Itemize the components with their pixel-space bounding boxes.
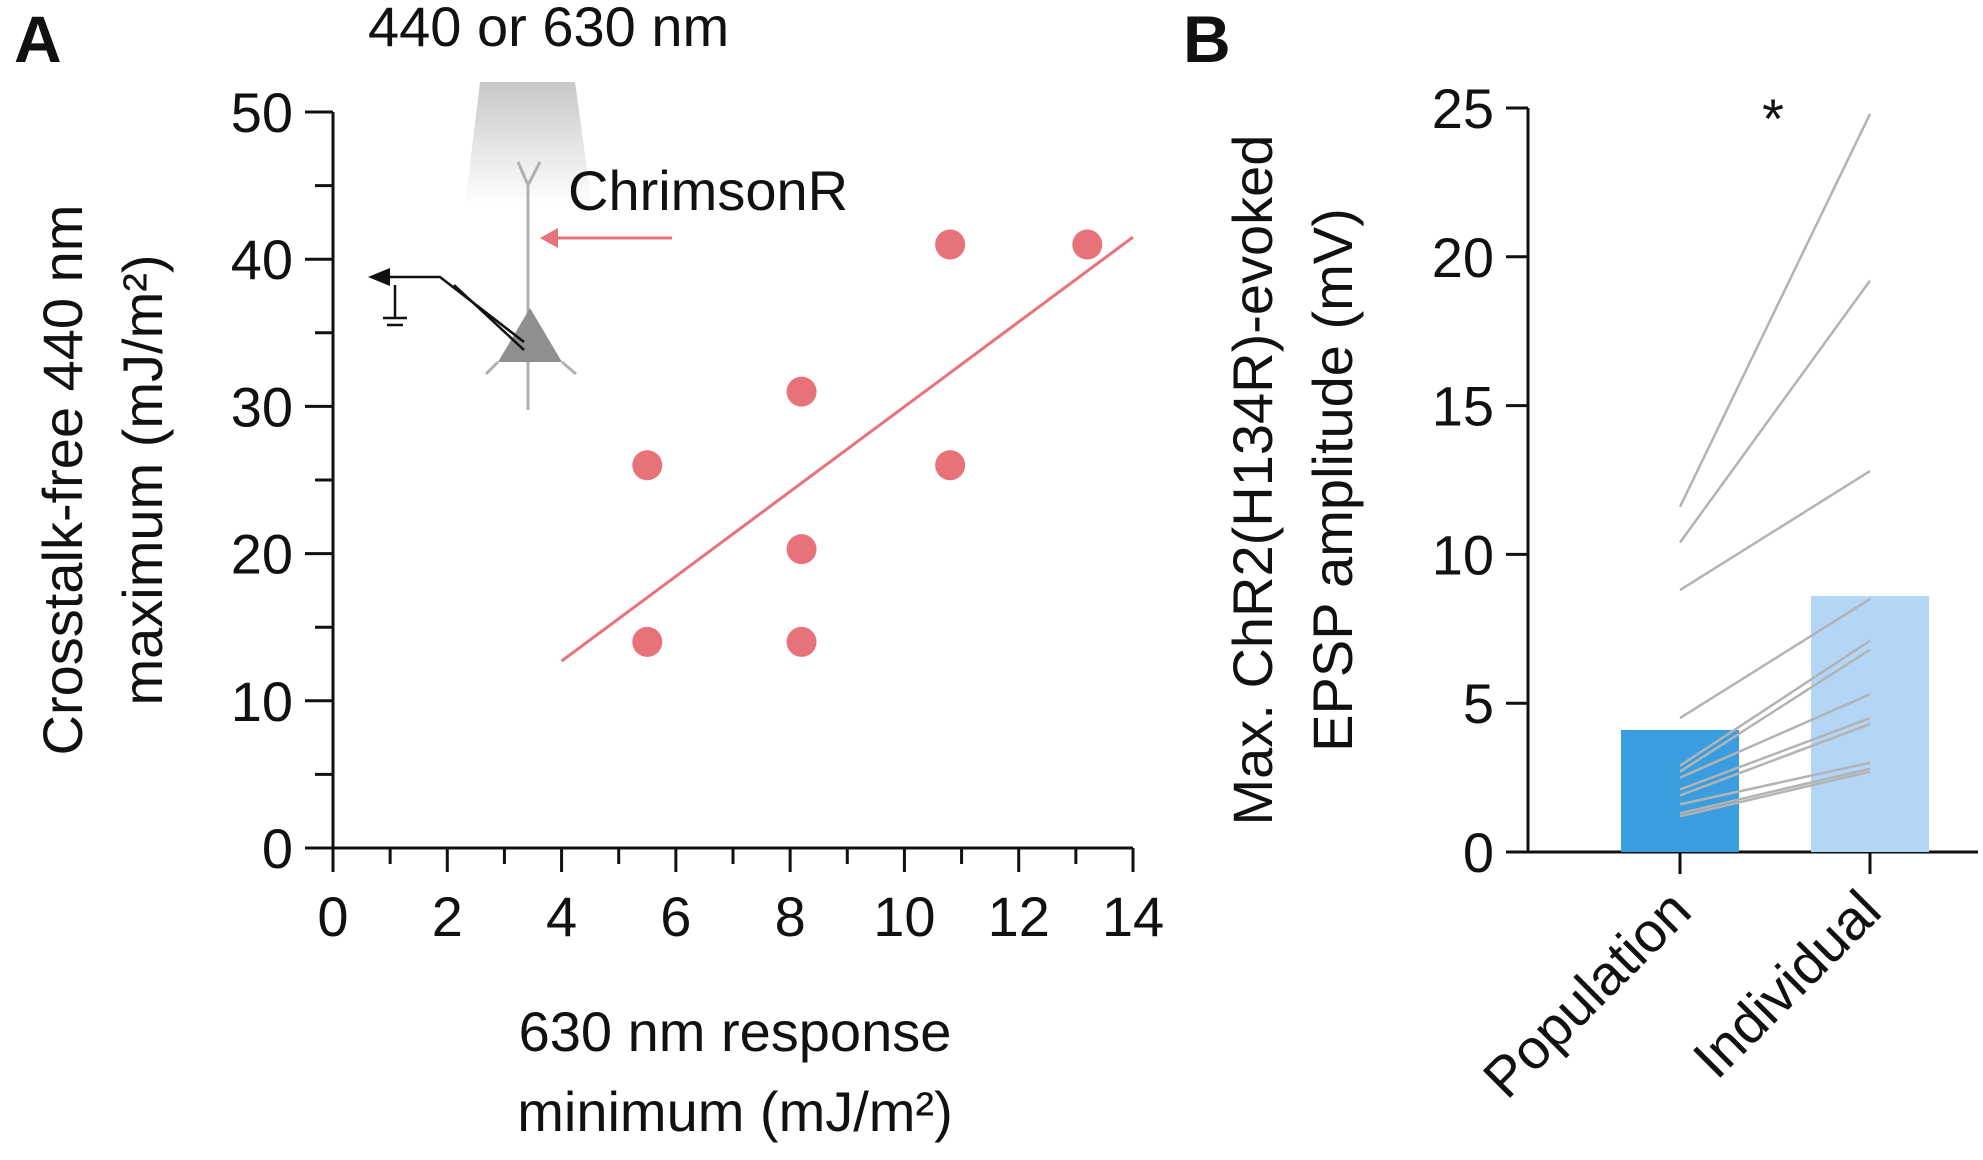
scatter-point [786,376,817,407]
dendrite-branch-left [516,161,530,186]
significance-marker: * [1762,87,1784,150]
paired-line [1679,716,1871,791]
b-y-tick-label: 15 [1432,375,1494,438]
a-x-tick-label: 14 [1102,885,1164,948]
scatter-points [632,229,1103,657]
b-y-axis-title-line2: EPSP amplitude (mV) [1301,208,1364,752]
paired-line [1679,722,1871,797]
b-y-ticks: 0 5 10 15 20 25 [1432,77,1528,884]
scatter-point [786,534,817,565]
paired-line [1679,639,1871,767]
paired-line [1679,470,1871,592]
a-y-axis-title-line1: Crosstalk-free 440 nm [31,205,94,756]
neuron-soma-icon [498,308,562,362]
synapse-terminal-icon [540,228,558,248]
basal-dendrite-left [484,360,500,376]
a-y-axis-title-line2: maximum (mJ/m²) [111,254,174,705]
scatter-point [632,626,663,657]
electrode-pipette-lower [453,284,525,351]
b-y-axis-title-line1: Max. ChR2(H134R)-evoked [1221,135,1284,826]
a-x-axis-title-line1: 630 nm response [519,1000,952,1063]
b-y-tick-label: 20 [1432,226,1494,289]
paired-line [1679,693,1871,779]
paired-line [1679,597,1871,720]
a-x-tick-label: 4 [546,885,577,948]
a-y-tick-label: 20 [231,523,293,586]
b-y-tick-label: 0 [1463,821,1494,884]
a-x-ticks: 0 2 4 6 8 10 12 14 [317,848,1164,948]
paired-line [1679,770,1871,818]
a-x-tick-label: 8 [775,885,806,948]
scatter-point [935,450,966,481]
paired-line [1678,279,1872,544]
a-x-tick-label: 12 [988,885,1050,948]
a-y-tick-label: 50 [231,81,293,144]
a-y-tick-label: 0 [262,817,293,880]
b-y-tick-label: 25 [1432,77,1494,140]
b-x-tick-label: Individual [1681,878,1893,1090]
dendrite-branch-right [526,161,542,186]
panel-label-b: B [1183,2,1231,76]
a-y-ticks: 0 10 20 30 40 50 [231,81,333,880]
paired-line [1679,648,1871,773]
basal-dendrite-right [561,360,577,376]
paired-line [1679,767,1871,815]
b-x-tick-label: Population [1471,878,1703,1110]
opsin-label: ChrimsonR [568,159,848,222]
bars [1621,596,1929,852]
a-y-tick-label: 40 [231,228,293,291]
recording-arrow-icon [368,268,390,286]
a-x-tick-label: 6 [660,885,691,948]
neuron-schematic: 440 or 630 nm ChrimsonR [368,0,848,410]
a-y-tick-label: 10 [231,670,293,733]
light-beam-icon [465,82,592,205]
paired-line [1679,761,1871,806]
electrode-pipette-upper [388,275,525,343]
a-y-tick-label: 30 [231,375,293,438]
a-x-tick-label: 2 [432,885,463,948]
regression-line [560,235,1134,663]
panel-label-a: A [14,2,62,76]
scatter-point [632,450,663,481]
light-wavelength-label: 440 or 630 nm [368,0,729,58]
scatter-point [1072,229,1103,260]
scatter-point [786,626,817,657]
a-x-tick-label: 10 [873,885,935,948]
b-y-tick-label: 5 [1463,672,1494,735]
a-x-axis-title-line2: minimum (mJ/m²) [517,1080,952,1143]
paired-lines [1678,113,1872,818]
a-x-tick-label: 0 [317,885,348,948]
paired-line [1678,113,1872,508]
scatter-point [935,229,966,260]
b-y-tick-label: 10 [1432,523,1494,586]
bar-population [1621,729,1739,852]
